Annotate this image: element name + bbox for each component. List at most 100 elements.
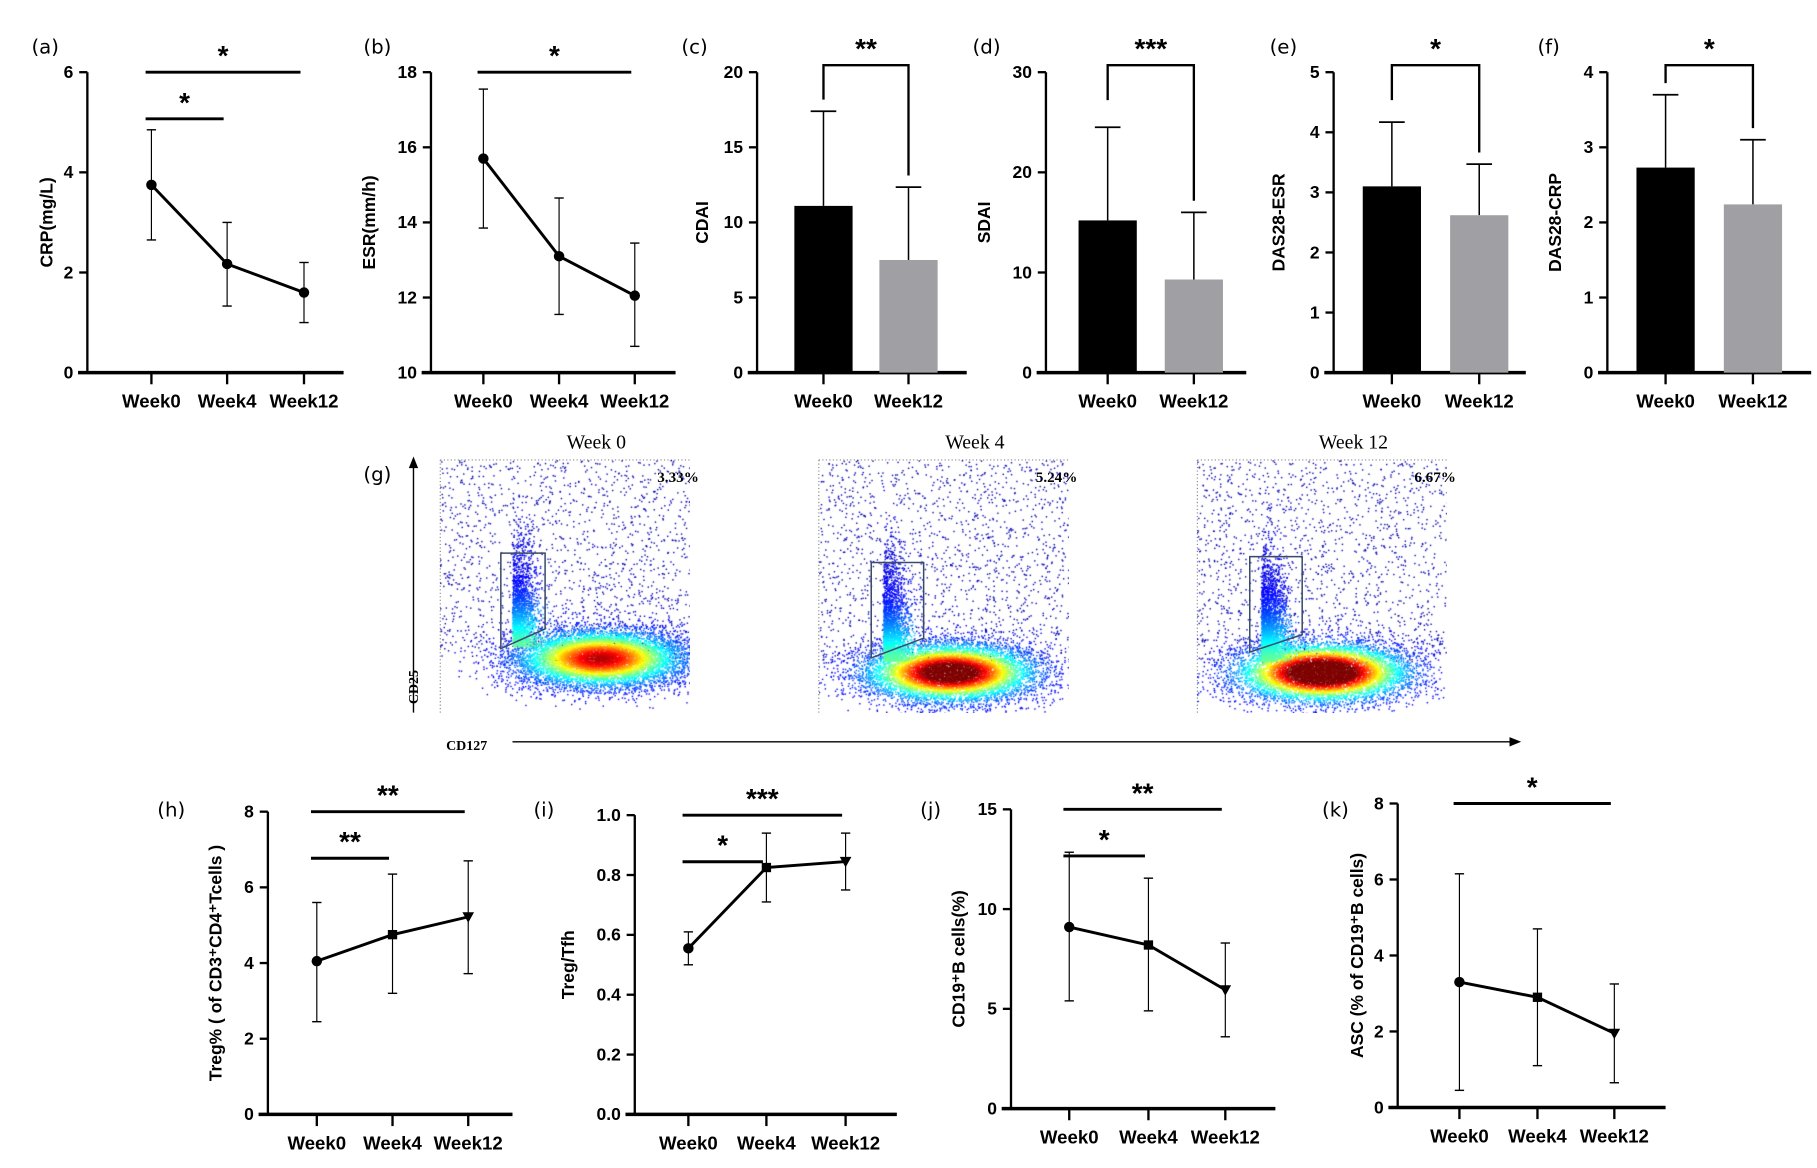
panel-label: (i) bbox=[533, 798, 554, 821]
y-tick-label: 5 bbox=[1310, 62, 1320, 82]
panel-label: (d) bbox=[973, 36, 1001, 59]
y-tick-label: 6 bbox=[1374, 869, 1384, 889]
panel-label: (f) bbox=[1537, 36, 1559, 59]
data-point bbox=[1143, 940, 1154, 950]
x-tick-label: Week12 bbox=[434, 1132, 503, 1153]
significance-label: * bbox=[717, 830, 728, 861]
y-tick-label: 0 bbox=[244, 1104, 254, 1124]
y-tick-label: 20 bbox=[724, 62, 743, 82]
y-tick-label: 4 bbox=[1584, 62, 1594, 82]
y-tick-label: 0.8 bbox=[597, 865, 622, 885]
bar-week12 bbox=[1450, 215, 1509, 373]
x-tick-label: Week4 bbox=[363, 1132, 422, 1153]
flow-scatter-0 bbox=[440, 460, 691, 714]
y-tick-label: 15 bbox=[724, 137, 744, 157]
x-tick-label: Week0 bbox=[454, 391, 513, 412]
flow-plot-title: Week 0 bbox=[567, 431, 626, 453]
data-point bbox=[1219, 985, 1232, 996]
panel-label: (j) bbox=[920, 798, 941, 821]
y-tick-label: 2 bbox=[1374, 1021, 1384, 1041]
bar-week0 bbox=[1078, 220, 1137, 373]
y-tick-label: 16 bbox=[398, 137, 418, 157]
panel-k: (k) 0 2 4 6 8 ASC (% of CD19⁺B cells) Week0 Week… bbox=[1322, 772, 1666, 1146]
significance-label: * bbox=[1527, 772, 1538, 803]
significance-label: * bbox=[549, 40, 560, 71]
flow-scatter-1 bbox=[818, 460, 1069, 714]
y-tick-label: 3 bbox=[1310, 182, 1320, 202]
x-tick-label: Week0 bbox=[794, 391, 853, 412]
data-point bbox=[311, 955, 323, 967]
significance-bracket bbox=[1664, 64, 1755, 129]
y-tick-label: 0 bbox=[733, 362, 743, 382]
data-point bbox=[387, 930, 398, 940]
data-point bbox=[761, 862, 772, 873]
data-point bbox=[1063, 921, 1075, 933]
x-tick-label: Week12 bbox=[811, 1132, 880, 1153]
flow-plot-title: Week 4 bbox=[945, 431, 1004, 453]
y-axis-label: CDAI bbox=[692, 201, 712, 244]
data-point bbox=[221, 258, 233, 270]
panel-c: (c) 0 5 10 15 20 CDAI Week0 Week12 ** bbox=[681, 33, 967, 412]
panel-label: (g) bbox=[363, 463, 391, 486]
x-tick-label: Week0 bbox=[659, 1132, 718, 1153]
panel-e: (e) 0 1 2 3 4 5 DAS28-ESR Week0 Week12 * bbox=[1269, 33, 1526, 412]
y-tick-label: 0 bbox=[987, 1098, 997, 1118]
x-tick-label: Week12 bbox=[1580, 1125, 1649, 1146]
significance-label: * bbox=[1430, 33, 1441, 64]
y-tick-label: 0.4 bbox=[597, 985, 622, 1005]
y-tick-label: 10 bbox=[978, 899, 997, 919]
flow-plot-title: Week 12 bbox=[1319, 431, 1388, 453]
data-point bbox=[683, 943, 694, 954]
series-line bbox=[1068, 925, 1227, 992]
x-axis-label: CD127 bbox=[446, 739, 487, 754]
y-tick-label: 6 bbox=[64, 62, 74, 82]
x-tick-label: Week4 bbox=[737, 1132, 796, 1153]
data-point bbox=[298, 287, 310, 298]
data-point bbox=[1532, 992, 1543, 1002]
bar-week12 bbox=[879, 259, 938, 373]
data-point bbox=[478, 153, 489, 164]
y-tick-label: 8 bbox=[1374, 793, 1384, 813]
x-tick-label: Week12 bbox=[600, 391, 669, 412]
y-tick-label: 1 bbox=[1310, 302, 1320, 322]
panel-d: (d) 0 10 20 30 SDAI Week0 Week12 *** bbox=[973, 33, 1247, 412]
y-axis-label: Treg% ( of CD3⁺CD4⁺Tcells ) bbox=[205, 845, 225, 1081]
x-tick-label: Week12 bbox=[1718, 391, 1787, 412]
x-tick-label: Week12 bbox=[269, 391, 338, 412]
bar-week0 bbox=[1636, 167, 1695, 373]
significance-bracket bbox=[822, 64, 910, 176]
x-tick-label: Week0 bbox=[287, 1132, 346, 1153]
data-point bbox=[1608, 1028, 1621, 1040]
bar-week12 bbox=[1164, 279, 1223, 373]
y-axis-label: ASC (% of CD19⁺B cells) bbox=[1347, 853, 1367, 1058]
y-tick-label: 10 bbox=[724, 212, 743, 232]
y-tick-label: 0 bbox=[1374, 1097, 1384, 1117]
y-tick-label: 18 bbox=[398, 62, 418, 82]
y-tick-label: 4 bbox=[1310, 122, 1320, 142]
x-tick-label: Week0 bbox=[1363, 391, 1422, 412]
y-tick-label: 0 bbox=[1584, 362, 1594, 382]
panel-f: (f) 0 1 2 3 4 DAS28-CRP Week0 Week12 * bbox=[1537, 33, 1812, 412]
y-tick-label: 5 bbox=[987, 999, 997, 1019]
panel-h: (h) 0 2 4 6 8 Treg% ( of CD3⁺CD4⁺Tcells ) Week0… bbox=[157, 780, 513, 1153]
panel-a: (a) 0 2 4 6 CRP(mg/L) Week0 Week4 Week12 * * bbox=[31, 36, 344, 412]
y-axis-label: ESR(mm/h) bbox=[359, 175, 379, 269]
data-point bbox=[146, 179, 157, 191]
y-tick-label: 0.6 bbox=[597, 925, 622, 945]
y-tick-label: 10 bbox=[1013, 262, 1032, 282]
y-tick-label: 2 bbox=[64, 262, 74, 282]
panel-label: (h) bbox=[157, 798, 185, 821]
x-tick-label: Week4 bbox=[198, 391, 257, 412]
significance-label: ** bbox=[1132, 777, 1154, 808]
y-axis-label: CD25 bbox=[407, 670, 422, 704]
x-tick-label: Week0 bbox=[1636, 391, 1695, 412]
y-axis-label: CRP(mg/L) bbox=[36, 177, 56, 267]
y-tick-label: 6 bbox=[244, 877, 254, 897]
y-tick-label: 0 bbox=[1022, 362, 1032, 382]
significance-label: * bbox=[1704, 33, 1715, 64]
y-tick-label: 4 bbox=[1374, 945, 1384, 965]
y-axis-label: SDAI bbox=[974, 202, 994, 244]
panel-i: (i) 0.0 0.2 0.4 0.6 0.8 1.0 Treg/Tfh Week0 Week4 W… bbox=[533, 783, 897, 1153]
